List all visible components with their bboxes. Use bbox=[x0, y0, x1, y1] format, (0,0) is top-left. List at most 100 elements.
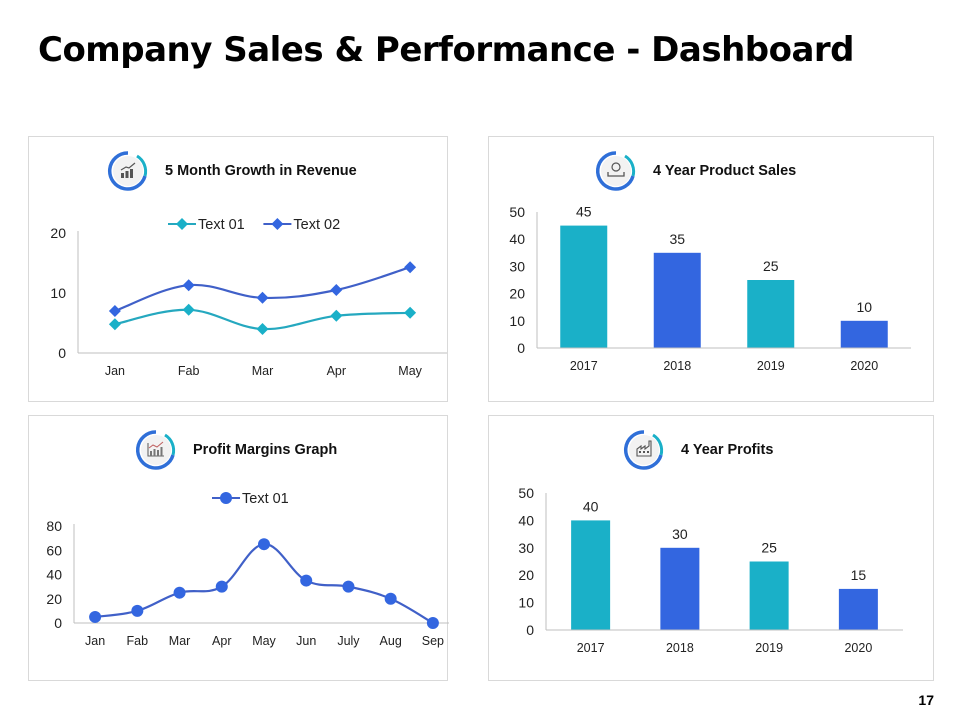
data-point bbox=[215, 580, 228, 593]
margins-panel-title: Profit Margins Graph bbox=[193, 442, 338, 458]
x-tick-label: May bbox=[252, 634, 276, 648]
x-tick-label: Jun bbox=[296, 634, 316, 648]
growth-chart-icon bbox=[107, 150, 149, 192]
data-label: 25 bbox=[761, 540, 777, 556]
revenue-panel: 5 Month Growth in Revenue 0 10 20 Jan Fab Mar… bbox=[28, 136, 448, 402]
legend-label: Text 02 bbox=[293, 217, 340, 233]
data-label: 15 bbox=[851, 567, 867, 583]
y-tick-label: 10 bbox=[509, 313, 525, 329]
bar-2017 bbox=[560, 225, 608, 348]
data-point bbox=[131, 604, 144, 617]
data-label: 30 bbox=[672, 526, 688, 542]
y-tick-label: 20 bbox=[46, 591, 62, 607]
bar-2018 bbox=[660, 547, 700, 630]
y-tick-label: 30 bbox=[509, 258, 525, 274]
x-tick-label: Mar bbox=[252, 364, 274, 378]
y-tick-label: 50 bbox=[518, 485, 534, 501]
data-point bbox=[258, 538, 270, 551]
y-tick-label: 50 bbox=[509, 204, 525, 220]
factory-icon bbox=[623, 429, 665, 471]
legend-marker bbox=[271, 218, 284, 230]
x-tick-label: 2017 bbox=[577, 641, 605, 655]
data-point bbox=[404, 261, 417, 274]
revenue-line-chart: 0 10 20 Jan Fab Mar Apr May Text 01 Text 02 bbox=[50, 217, 447, 378]
x-tick-label: 2020 bbox=[844, 641, 872, 655]
x-tick-label: Apr bbox=[212, 634, 231, 648]
x-tick-label: Apr bbox=[327, 364, 346, 378]
sales-panel-title: 4 Year Product Sales bbox=[653, 163, 797, 179]
legend-entry: Text 01 bbox=[212, 491, 289, 507]
data-point bbox=[330, 284, 343, 296]
bar-2020 bbox=[838, 588, 878, 630]
profits-panel: 4 Year Profits 0 10 20 30 40 50 40 2017 30 2018 25… bbox=[488, 415, 934, 681]
data-point bbox=[404, 306, 417, 319]
margins-panel-header: Profit Margins Graph bbox=[135, 429, 337, 471]
series-line bbox=[94, 543, 434, 624]
sales-bar-chart: 0 10 20 30 40 50 45 2017 35 2018 25 2019 10 2020 bbox=[509, 204, 911, 373]
bar-2019 bbox=[747, 280, 795, 348]
y-tick-label: 40 bbox=[46, 567, 62, 583]
legend-entry: Text 01 bbox=[168, 217, 245, 233]
x-tick-label: July bbox=[337, 634, 360, 648]
y-tick-label: 80 bbox=[46, 518, 62, 534]
y-tick-label: 0 bbox=[54, 615, 62, 631]
data-label: 45 bbox=[576, 204, 592, 220]
x-tick-label: Sep bbox=[422, 634, 444, 648]
data-point bbox=[173, 586, 186, 599]
data-point bbox=[330, 309, 343, 322]
profits-panel-title: 4 Year Profits bbox=[681, 442, 774, 458]
series-text-01 bbox=[89, 538, 439, 629]
sales-panel-header: 4 Year Product Sales bbox=[595, 150, 796, 192]
y-tick-label: 10 bbox=[518, 595, 534, 611]
page-number: 17 bbox=[918, 692, 934, 708]
sales-panel: 4 Year Product Sales 0 10 20 30 40 50 45 2017 35… bbox=[488, 136, 934, 402]
x-tick-label: 2020 bbox=[850, 359, 878, 373]
x-tick-label: Jan bbox=[105, 364, 125, 378]
data-point bbox=[426, 617, 439, 629]
x-tick-label: 2019 bbox=[755, 641, 783, 655]
revenue-panel-header: 5 Month Growth in Revenue bbox=[107, 150, 357, 192]
x-tick-label: Aug bbox=[380, 634, 402, 648]
data-label: 40 bbox=[583, 498, 599, 514]
x-tick-label: 2018 bbox=[666, 641, 694, 655]
data-point bbox=[384, 592, 397, 605]
series-text-02 bbox=[108, 261, 417, 317]
data-point bbox=[108, 305, 121, 317]
data-point bbox=[89, 610, 102, 623]
y-tick-label: 40 bbox=[518, 512, 534, 528]
margins-line-chart: 0 20 40 60 80 Jan Fab Mar Apr May Jun July Aug Sep Tex… bbox=[46, 491, 449, 648]
x-tick-label: Fab bbox=[178, 364, 200, 378]
x-tick-label: 2017 bbox=[570, 359, 598, 373]
revenue-panel-title: 5 Month Growth in Revenue bbox=[165, 163, 357, 179]
x-tick-label: Mar bbox=[169, 634, 191, 648]
bar-2018 bbox=[653, 252, 701, 348]
y-tick-label: 20 bbox=[509, 286, 525, 302]
profits-bar-chart: 0 10 20 30 40 50 40 2017 30 2018 25 2019 15 2020 bbox=[518, 485, 903, 655]
data-point bbox=[182, 303, 195, 316]
page-title: Company Sales & Performance - Dashboard bbox=[38, 30, 855, 70]
data-point bbox=[182, 279, 195, 292]
y-tick-label: 20 bbox=[518, 567, 534, 583]
data-label: 10 bbox=[856, 299, 872, 315]
bar-2019 bbox=[749, 561, 789, 630]
y-tick-label: 40 bbox=[509, 231, 525, 247]
x-tick-label: 2019 bbox=[757, 359, 785, 373]
series-line bbox=[114, 266, 411, 313]
data-label: 35 bbox=[669, 231, 685, 247]
data-point bbox=[256, 323, 269, 335]
x-tick-label: Fab bbox=[127, 634, 149, 648]
data-point bbox=[300, 574, 313, 587]
y-tick-label: 0 bbox=[58, 345, 66, 361]
legend-entry: Text 02 bbox=[263, 217, 340, 233]
profits-panel-header: 4 Year Profits bbox=[623, 429, 773, 471]
money-hand-icon bbox=[595, 150, 637, 192]
y-tick-label: 30 bbox=[518, 540, 534, 556]
y-tick-label: 0 bbox=[526, 622, 534, 638]
bar-line-chart-icon bbox=[135, 429, 177, 471]
data-point bbox=[256, 291, 269, 304]
x-tick-label: 2018 bbox=[663, 359, 691, 373]
y-tick-label: 10 bbox=[50, 285, 66, 301]
bar-2017 bbox=[571, 520, 611, 630]
series-text-01 bbox=[108, 303, 417, 335]
bar-2020 bbox=[840, 320, 888, 348]
